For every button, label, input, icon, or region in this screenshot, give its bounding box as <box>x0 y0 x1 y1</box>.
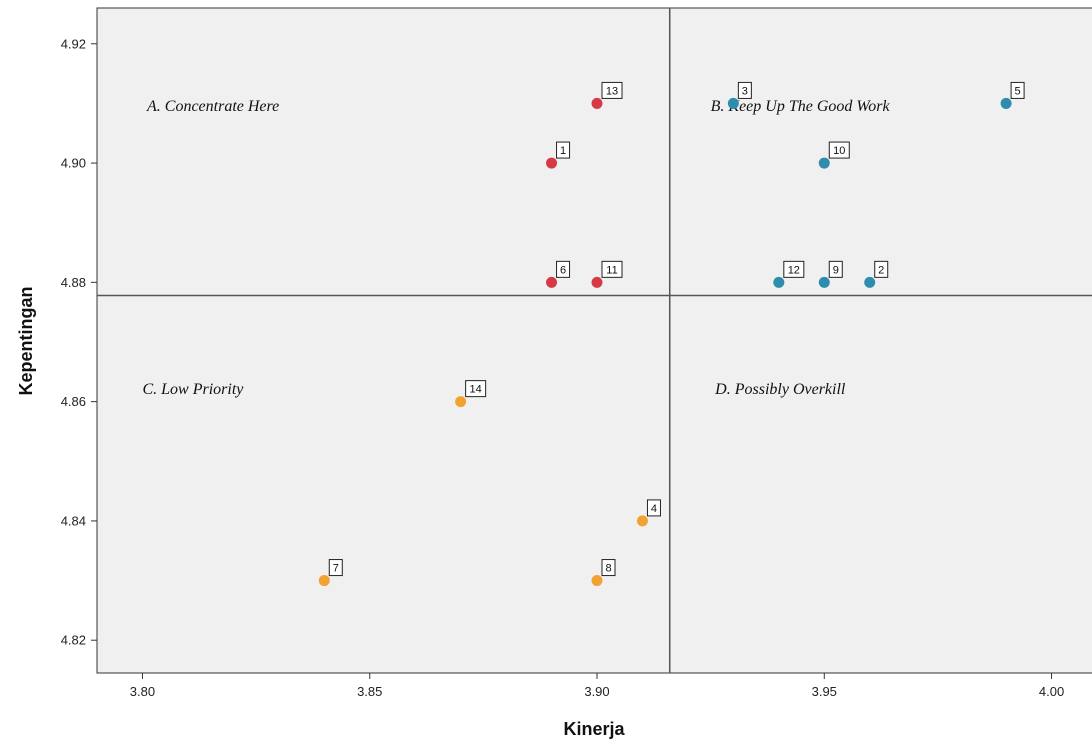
point-marker <box>864 276 876 288</box>
reference-lines <box>97 8 1092 673</box>
scatter-point-13: 13 <box>591 81 623 109</box>
plot-area <box>96 7 1092 674</box>
point-label: 4 <box>651 503 657 515</box>
point-marker <box>546 157 558 169</box>
point-label-box <box>783 260 805 278</box>
y-tick-label: 4.88 <box>61 275 86 290</box>
point-marker <box>636 515 648 527</box>
point-marker <box>818 276 830 288</box>
point-label: 5 <box>1015 85 1021 97</box>
point-label: 13 <box>606 85 618 97</box>
point-marker <box>455 396 467 408</box>
scatter-point-3: 3 <box>727 81 752 109</box>
scatter-point-10: 10 <box>818 141 850 169</box>
scatter-point-4: 4 <box>636 499 661 527</box>
point-label: 6 <box>560 264 566 276</box>
y-tick-label: 4.90 <box>61 156 86 171</box>
scatter-point-14: 14 <box>455 380 487 408</box>
point-marker <box>591 97 603 109</box>
point-label: 12 <box>788 264 800 276</box>
point-label-box <box>556 260 571 278</box>
scatter-point-1: 1 <box>546 141 571 169</box>
quadrant-label: B. Keep Up The Good Work <box>711 98 891 115</box>
x-axis: 3.80 3.85 3.90 3.95 4.00 <box>130 673 1064 699</box>
point-label-box <box>601 81 623 99</box>
point-marker <box>818 157 830 169</box>
y-axis-title: Kepentingan <box>16 286 36 395</box>
point-label-box <box>737 81 752 99</box>
point-label: 10 <box>833 145 845 157</box>
quadrant-label: C. Low Priority <box>142 381 244 398</box>
point-label: 9 <box>833 264 839 276</box>
y-tick-label: 4.82 <box>61 633 86 648</box>
y-tick-label: 4.86 <box>61 394 86 409</box>
quadrant-labels: A. Concentrate Here B. Keep Up The Good W… <box>142 98 890 398</box>
scatter-point-2: 2 <box>864 260 889 288</box>
point-label-box <box>874 260 889 278</box>
scatter-point-8: 8 <box>591 559 616 587</box>
point-label: 8 <box>605 563 611 575</box>
point-label-box <box>828 141 850 159</box>
x-tick-label: 3.85 <box>357 684 382 699</box>
point-label-box <box>646 499 661 517</box>
scatter-point-12: 12 <box>773 260 805 288</box>
quadrant-label: D. Possibly Overkill <box>714 381 846 398</box>
x-tick-label: 4.00 <box>1039 684 1064 699</box>
point-marker <box>773 276 785 288</box>
scatter-point-9: 9 <box>818 260 843 288</box>
scatter-point-6: 6 <box>546 260 571 288</box>
point-marker <box>318 575 330 587</box>
point-label-box <box>601 559 616 577</box>
point-marker <box>727 97 739 109</box>
x-tick-label: 3.95 <box>812 684 837 699</box>
y-tick-label: 4.92 <box>61 36 86 51</box>
point-marker <box>591 276 603 288</box>
point-label: 3 <box>742 85 748 97</box>
point-label-box <box>328 559 343 577</box>
x-tick-label: 3.80 <box>130 684 155 699</box>
scatter-point-11: 11 <box>591 260 623 288</box>
quadrant-label: A. Concentrate Here <box>146 98 279 115</box>
scatter-point-7: 7 <box>318 559 343 587</box>
point-label: 2 <box>878 264 884 276</box>
point-label-box <box>465 380 487 398</box>
point-marker <box>1000 97 1012 109</box>
point-label: 14 <box>470 384 482 396</box>
point-label-box <box>556 141 571 159</box>
point-marker <box>546 276 558 288</box>
point-label-box <box>601 260 623 278</box>
x-axis-title: Kinerja <box>563 719 625 739</box>
point-label: 1 <box>560 145 566 157</box>
scatter-point-5: 5 <box>1000 81 1025 109</box>
point-label: 7 <box>333 563 339 575</box>
x-tick-label: 3.90 <box>584 684 609 699</box>
point-label-box <box>828 260 843 278</box>
point-label-box <box>1010 81 1025 99</box>
point-label: 11 <box>606 264 617 276</box>
point-marker <box>591 575 603 587</box>
y-tick-label: 4.84 <box>61 513 86 528</box>
y-axis: 4.82 4.84 4.86 4.88 4.90 4.92 <box>61 36 97 648</box>
